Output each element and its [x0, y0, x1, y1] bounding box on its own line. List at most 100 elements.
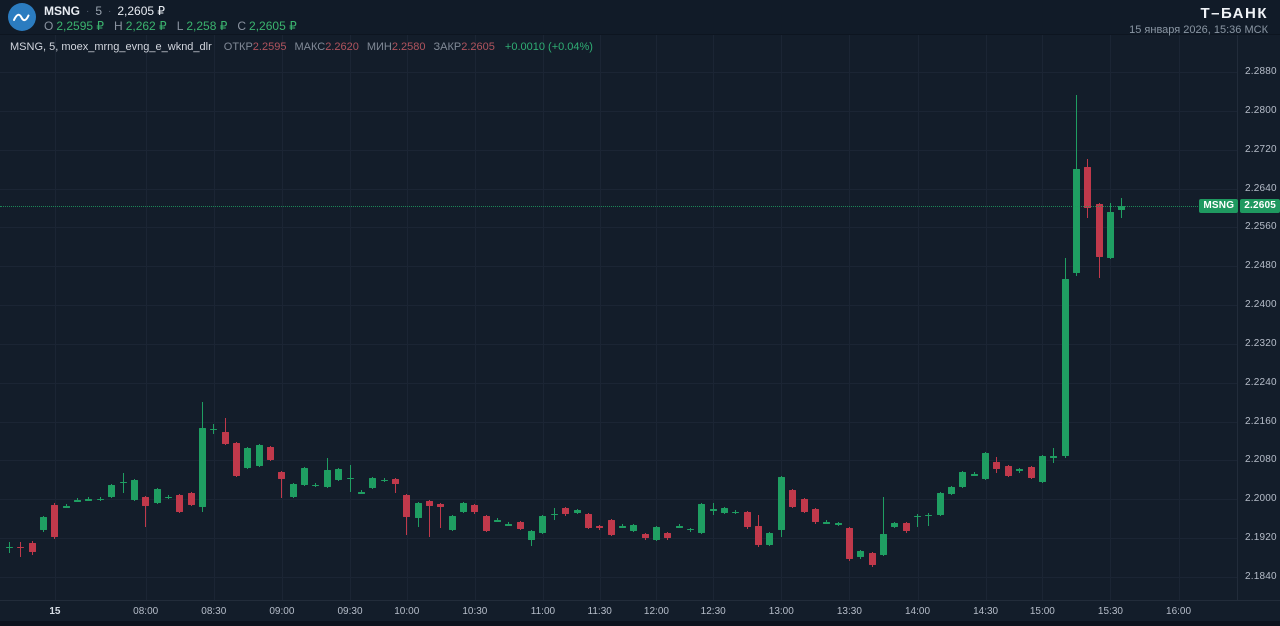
candle-body	[323, 469, 331, 487]
interval-label[interactable]: 5	[95, 4, 103, 18]
candle-body	[584, 513, 592, 528]
candle-body	[766, 532, 774, 545]
time-tick-label: 09:00	[269, 606, 295, 617]
legend-low: МИН2.2580	[366, 41, 426, 53]
candle-body	[539, 515, 547, 533]
gridline-horizontal	[0, 149, 1237, 151]
candle-body	[494, 520, 502, 522]
candle-body	[936, 493, 944, 515]
candle-body	[1050, 456, 1058, 458]
gridline-horizontal	[0, 72, 1237, 73]
candle-wick	[1053, 447, 1055, 463]
gridline-vertical	[145, 0, 147, 600]
gridline-vertical	[781, 0, 783, 600]
candle-wick	[882, 496, 884, 556]
candle-body	[210, 428, 218, 431]
candle-body	[153, 489, 161, 504]
price-badge-value: 2.2605	[1240, 198, 1280, 213]
candle-body	[130, 479, 138, 501]
candle-body	[562, 508, 570, 514]
candle-body	[823, 522, 831, 524]
gridline-horizontal	[0, 499, 1237, 501]
ohlc-high: H 2,262 ₽	[114, 19, 167, 33]
chart-area[interactable]	[0, 0, 1237, 600]
gridline-vertical	[917, 0, 919, 600]
candle-body	[845, 527, 853, 560]
candle-body	[482, 515, 490, 531]
symbol-name[interactable]: MSNG	[44, 4, 80, 18]
candle-wick	[281, 471, 283, 498]
price-tick-label: 2.2480	[1245, 260, 1277, 272]
header-bar: MSNG · 5 · 2,2605 ₽ O 2,2595 ₽ H 2,262 ₽ L…	[0, 0, 1280, 36]
candle-body	[233, 442, 240, 476]
candle-wick	[735, 510, 737, 514]
candle-body	[630, 525, 638, 531]
price-tick-label: 2.2640	[1245, 182, 1277, 194]
ohlc-low: L 2,258 ₽	[176, 19, 228, 33]
candle-wick	[440, 503, 442, 528]
candle-body	[187, 493, 195, 506]
time-tick-label: 10:30	[462, 606, 488, 617]
gridline-horizontal	[0, 343, 1237, 345]
candle-wick	[224, 417, 226, 445]
legend-close: ЗАКР2.2605	[433, 41, 495, 53]
candle-body	[891, 523, 899, 527]
gridline-vertical	[54, 0, 56, 600]
gridline-vertical	[1042, 0, 1044, 600]
price-tick-label: 2.2800	[1245, 104, 1277, 116]
time-tick-label: 15:00	[1029, 606, 1055, 617]
candle-body	[925, 514, 933, 517]
candle-wick	[678, 524, 680, 528]
candle-body	[244, 447, 252, 469]
gridline-vertical	[406, 0, 408, 600]
gridline-vertical	[1110, 0, 1112, 600]
candle-body	[1027, 467, 1035, 478]
candle-body	[1038, 456, 1046, 482]
time-tick-label: 11:30	[587, 606, 612, 617]
candle-body	[74, 500, 82, 502]
time-tick-label: 15	[49, 606, 61, 617]
time-tick-label: 11:00	[530, 606, 556, 617]
candle-body	[607, 520, 615, 536]
candle-body	[505, 524, 513, 526]
legend-change: +0.0010 (+0.04%)	[504, 41, 593, 53]
candle-body	[437, 504, 445, 508]
candle-body	[528, 530, 536, 541]
price-tick-label: 2.2240	[1245, 376, 1277, 388]
candle-body	[346, 477, 354, 480]
candle-wick	[621, 524, 623, 528]
candle-body	[85, 499, 93, 501]
price-tick-label: 2.2320	[1245, 337, 1277, 349]
current-price-line	[0, 205, 1210, 207]
mosenergo-logo-icon[interactable]	[8, 3, 36, 31]
chart-legend[interactable]: MSNG, 5, moex_mrng_evng_e_wknd_dlr ОТКР2…	[10, 41, 593, 53]
gridline-vertical	[985, 0, 987, 600]
candle-body	[278, 472, 286, 479]
time-axis[interactable]: 15 08:00 08:30 09:00 09:30 10:00 10:30 11:00 11:…	[0, 600, 1280, 622]
gridline-horizontal	[0, 538, 1237, 540]
candle-wick	[712, 503, 714, 515]
ohlc-open: O 2,2595 ₽	[44, 19, 105, 33]
gridline-horizontal	[0, 421, 1237, 423]
candle-body	[709, 509, 717, 511]
candle-body	[550, 513, 558, 516]
candle-body	[369, 477, 377, 489]
candle-wick	[917, 513, 918, 527]
series-title[interactable]: MSNG, 5, moex_mrng_evng_e_wknd_dlr	[10, 41, 212, 53]
time-tick-label: 08:00	[133, 606, 159, 617]
candle-body	[687, 528, 694, 531]
candle-body	[732, 511, 740, 514]
candle-body	[857, 550, 865, 557]
gridline-horizontal	[0, 305, 1237, 307]
price-axis[interactable]: 2.2880 2.2800 2.2720 2.2640 2.2560 2.2480 2.24…	[1237, 0, 1280, 600]
gridline-horizontal	[0, 460, 1237, 462]
gridline-horizontal	[0, 188, 1237, 190]
gridline-vertical	[281, 0, 283, 600]
candle-body	[1004, 465, 1012, 476]
candle-body	[142, 496, 150, 507]
candle-body	[1118, 205, 1126, 211]
candle-body	[959, 471, 967, 487]
candle-body	[1106, 211, 1114, 258]
datetime-label: 15 января 2026, 15:36 МСК	[1129, 24, 1268, 36]
